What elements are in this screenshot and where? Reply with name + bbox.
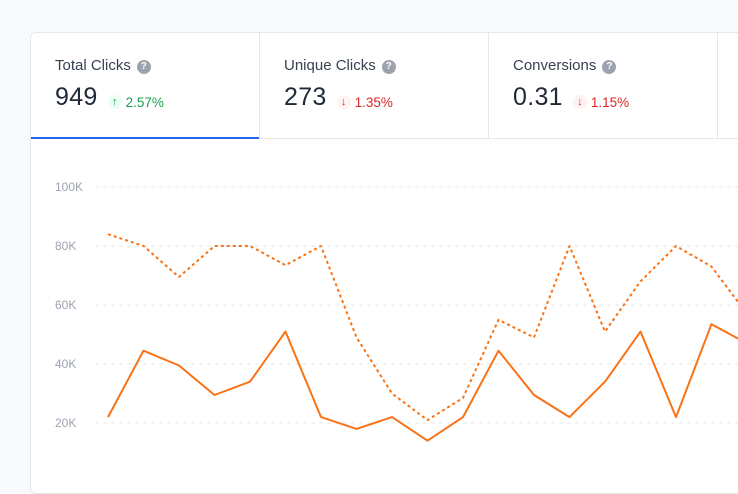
arrow-up-icon: ↑ [107,95,122,109]
tab-label: Total Clicks [55,57,131,74]
question-circle-icon[interactable]: ? [136,60,151,74]
y-tick-label: 60K [55,298,76,312]
arrow-down-icon: ↓ [336,95,351,109]
trend-indicator: ↓ 1.35% [336,94,393,110]
metric-value: 0.31 [513,83,563,111]
metrics-card: Total Clicks? 949 ↑ 2.57% Unique Clicks?… [30,32,738,494]
tab-total-clicks[interactable]: Total Clicks? 949 ↑ 2.57% [31,33,260,139]
trend-percent: 1.35% [354,94,393,110]
metric-value: 949 [55,83,98,111]
series-line-dashed [107,233,738,422]
line-chart: 100K 80K 60K 40K 20K [55,180,738,442]
tab-unique-clicks[interactable]: Unique Clicks? 273 ↓ 1.35% [260,33,489,138]
question-circle-icon[interactable]: ? [381,60,396,74]
metric-tabs: Total Clicks? 949 ↑ 2.57% Unique Clicks?… [31,33,738,139]
tab-conversions[interactable]: Conversions? 0.31 ↓ 1.15% [489,33,718,138]
y-tick-label: 20K [55,416,76,430]
y-tick-label: 80K [55,239,76,253]
tab-label: Unique Clicks [284,57,376,74]
y-tick-label: 40K [55,357,76,371]
question-circle-icon[interactable]: ? [602,60,617,74]
series-line-solid [107,323,738,442]
y-tick-label: 100K [55,180,83,194]
metric-value: 273 [284,83,327,111]
trend-percent: 1.15% [590,94,630,110]
arrow-down-icon: ↓ [572,95,587,109]
trend-indicator: ↑ 2.57% [107,94,164,110]
trend-indicator: ↓ 1.15% [572,94,630,110]
tab-label: Conversions [513,57,597,74]
trend-percent: 2.57% [125,94,164,110]
